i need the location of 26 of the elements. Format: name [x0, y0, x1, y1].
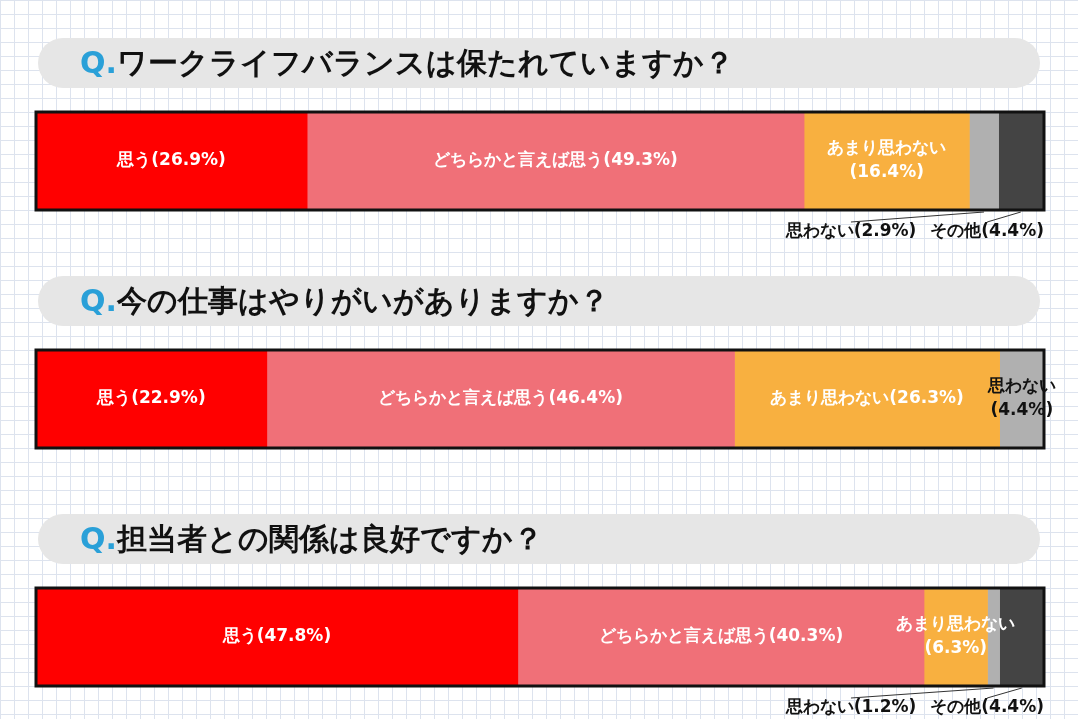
bar: [998, 112, 1044, 210]
text: その他(4.4%): [930, 220, 1044, 241]
bar: [266, 350, 735, 448]
data-label: (6.3%): [924, 637, 988, 658]
text: 思わない(2.9%): [785, 220, 917, 241]
bar: [517, 588, 925, 686]
bar: [36, 350, 268, 448]
bar: [36, 588, 519, 686]
chart-title: Q.ワークライフバランスは保たれていますか？: [38, 38, 1040, 88]
series-label: あまり思わない: [827, 137, 947, 158]
bar: [999, 588, 1044, 686]
text: その他(4.4%): [930, 696, 1044, 717]
text: 思う(26.9%): [117, 149, 226, 170]
bar: [36, 112, 308, 210]
text: 思わない(1.2%): [785, 696, 917, 717]
data-label: (16.4%): [849, 161, 925, 182]
text: 思う(47.8%): [222, 625, 332, 646]
text: どちらかと言えば思う(49.3%): [433, 149, 678, 170]
bar: [306, 112, 805, 210]
chart-title: Q.今の仕事はやりがいがありますか？: [38, 276, 1040, 326]
text: あまり思わない(26.3%): [770, 387, 964, 408]
text: どちらかと言えば思う(40.3%): [598, 625, 844, 646]
text: どちらかと言えば思う(46.4%): [378, 387, 623, 408]
bar: [969, 112, 999, 210]
chart-title: Q.担当者との関係は良好ですか？: [38, 514, 1040, 564]
text: 思う(22.9%): [97, 387, 206, 408]
